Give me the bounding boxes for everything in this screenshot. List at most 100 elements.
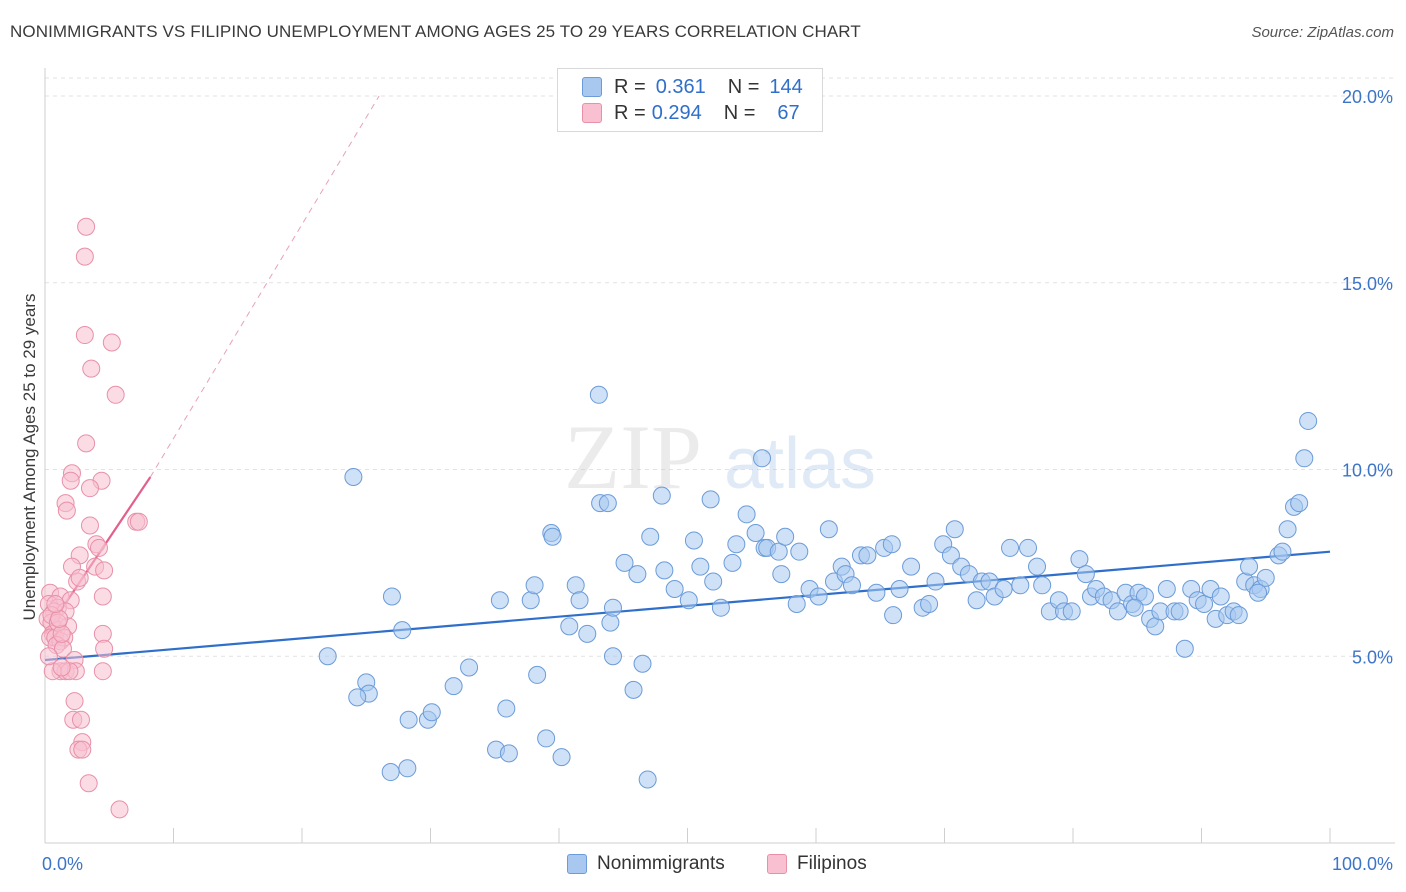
point-nonimmigrants [1070,550,1089,569]
swatch-filipinos [582,103,602,123]
point-nonimmigrants [1028,557,1047,576]
point-nonimmigrants [1299,411,1318,430]
point-filipinos [95,639,114,658]
x-tick-label: 100.0% [1332,854,1393,874]
point-nonimmigrants [521,591,540,610]
point-nonimmigrants [1195,594,1214,613]
point-nonimmigrants [1170,602,1189,621]
legend-item-nonimmigrants[interactable]: Nonimmigrants [567,851,725,877]
legend-swatch [767,854,787,874]
point-nonimmigrants [1175,639,1194,658]
point-nonimmigrants [790,542,809,561]
point-nonimmigrants [787,594,806,613]
chart-title: NONIMMIGRANTS VS FILIPINO UNEMPLOYMENT A… [10,22,861,41]
point-nonimmigrants [1001,538,1020,557]
point-nonimmigrants [490,591,509,610]
point-nonimmigrants [633,654,652,673]
point-filipinos [82,359,101,378]
point-nonimmigrants [1076,565,1095,584]
point-filipinos [52,658,71,677]
point-nonimmigrants [1033,576,1052,595]
point-nonimmigrants [1295,449,1314,468]
point-nonimmigrants [920,594,939,613]
point-nonimmigrants [753,449,772,468]
point-nonimmigrants [1157,580,1176,599]
axes [44,68,1395,844]
point-nonimmigrants [628,565,647,584]
point-filipinos [75,326,94,345]
point-nonimmigrants [1125,598,1144,617]
point-nonimmigrants [497,699,516,718]
point-nonimmigrants [902,557,921,576]
point-filipinos [79,774,98,793]
legend-swatch [567,854,587,874]
point-filipinos [129,512,148,531]
point-nonimmigrants [691,557,710,576]
x-tick-label: 0.0% [42,854,83,874]
point-nonimmigrants [560,617,579,636]
point-nonimmigrants [711,598,730,617]
y-axis-label: Unemployment Among Ages 25 to 29 years [20,293,39,621]
point-nonimmigrants [723,553,742,572]
point-nonimmigrants [344,467,363,486]
point-nonimmigrants [1011,576,1030,595]
point-nonimmigrants [398,759,417,778]
point-filipinos [89,538,108,557]
data-points [38,217,1318,819]
point-nonimmigrants [772,565,791,584]
point-nonimmigrants [1108,602,1127,621]
point-filipinos [102,333,121,352]
point-nonimmigrants [945,520,964,539]
point-filipinos [110,800,129,819]
point-nonimmigrants [701,490,720,509]
point-nonimmigrants [318,647,337,666]
point-nonimmigrants [776,527,795,546]
point-nonimmigrants [603,598,622,617]
r-value: 0.294 [651,101,702,124]
point-nonimmigrants [1256,568,1275,587]
point-nonimmigrants [684,531,703,550]
point-nonimmigrants [967,591,986,610]
point-nonimmigrants [382,587,401,606]
point-nonimmigrants [704,572,723,591]
correlation-legend: R = 0.361 N = 144 R = 0.294 N = 67 [557,68,823,132]
point-nonimmigrants [941,546,960,565]
point-filipinos [93,587,112,606]
point-filipinos [50,609,69,628]
point-filipinos [70,568,89,587]
r-label: R = [614,75,646,98]
point-nonimmigrants [422,703,441,722]
point-nonimmigrants [737,505,756,524]
point-nonimmigrants [819,520,838,539]
point-filipinos [93,624,112,643]
point-nonimmigrants [603,647,622,666]
legend-label: Filipinos [797,853,867,874]
point-filipinos [52,624,71,643]
legend-item-filipinos[interactable]: Filipinos [767,851,867,877]
point-nonimmigrants [444,677,463,696]
grid-lines [45,77,1395,657]
point-filipinos [93,662,112,681]
point-nonimmigrants [655,561,674,580]
point-nonimmigrants [809,587,828,606]
point-nonimmigrants [641,527,660,546]
point-nonimmigrants [1273,542,1292,561]
point-nonimmigrants [525,576,544,595]
point-nonimmigrants [1229,606,1248,625]
point-nonimmigrants [499,744,518,763]
watermark-zip: ZIP [564,406,702,508]
watermark-atlas: atlas [724,424,876,504]
point-nonimmigrants [1062,602,1081,621]
point-nonimmigrants [399,710,418,729]
point-nonimmigrants [528,665,547,684]
point-filipinos [75,247,94,266]
point-nonimmigrants [598,494,617,513]
point-nonimmigrants [624,680,643,699]
point-nonimmigrants [858,546,877,565]
r-value: 0.361 [655,75,706,98]
point-filipinos [77,434,96,453]
point-nonimmigrants [543,527,562,546]
point-nonimmigrants [867,583,886,602]
point-nonimmigrants [638,770,657,789]
